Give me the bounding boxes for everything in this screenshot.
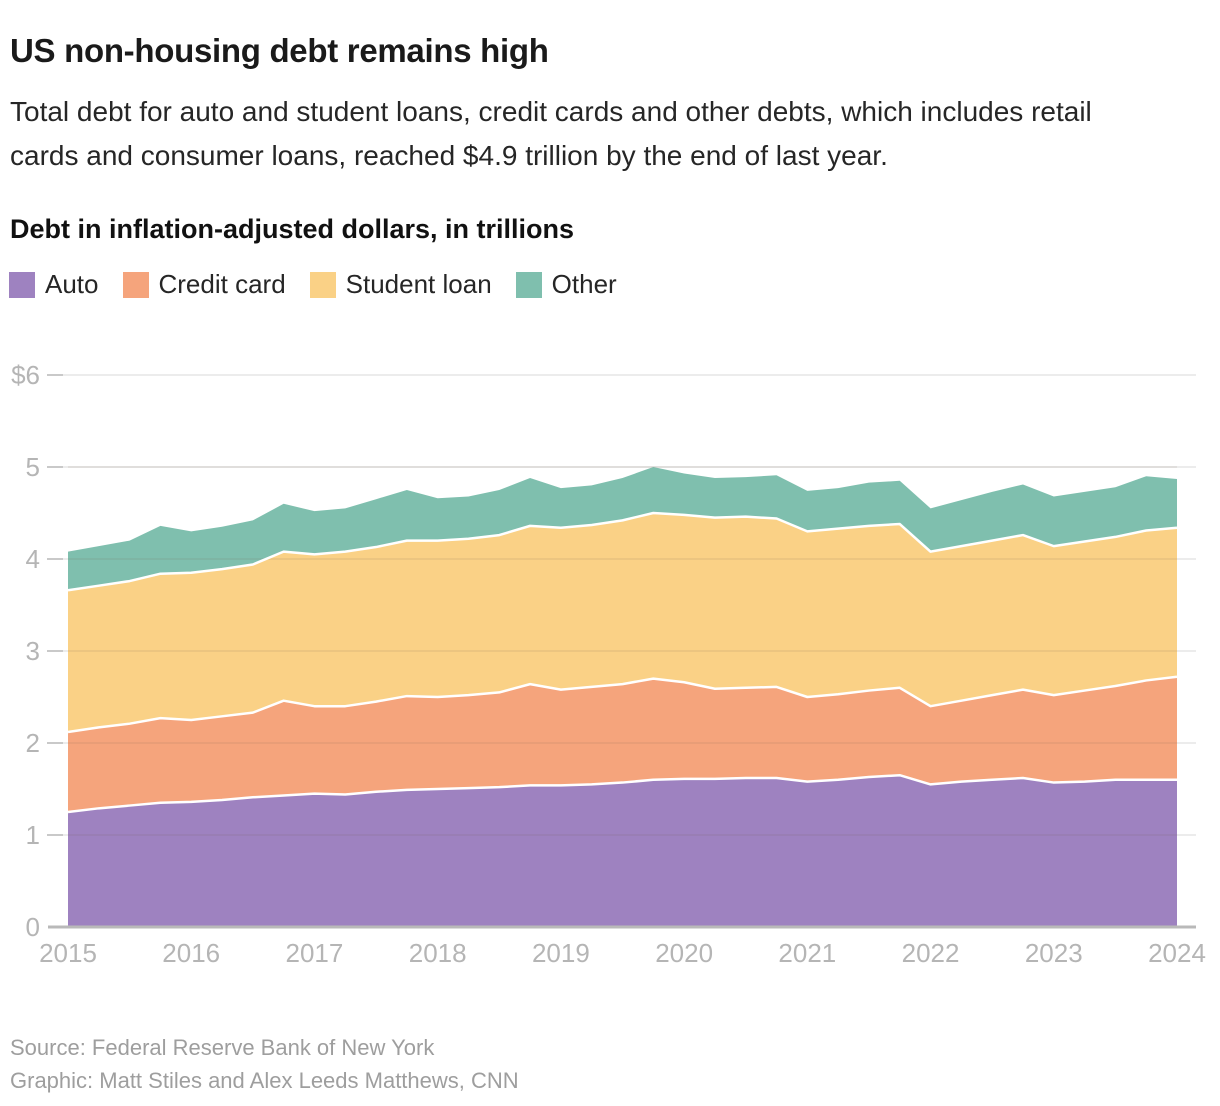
band-separator — [67, 511, 1178, 592]
x-axis-label: 2024 — [1148, 938, 1206, 968]
y-axis-label: 4 — [26, 544, 40, 574]
legend-label: Auto — [45, 269, 99, 299]
y-axis-label: 2 — [26, 728, 40, 758]
area-credit-card — [68, 676, 1177, 812]
legend-label: Other — [551, 269, 617, 299]
band-separator — [67, 675, 1178, 734]
legend-swatch-icon — [122, 271, 149, 298]
x-axis-label: 2020 — [655, 938, 713, 968]
page-title: US non-housing debt remains high — [10, 32, 549, 70]
x-axis-label: 2022 — [902, 938, 960, 968]
chart-legend: Auto Credit card Student loan Other — [9, 269, 641, 300]
legend-swatch-icon — [309, 271, 336, 298]
chart-axis-note: Debt in inflation-adjusted dollars, in t… — [10, 214, 575, 245]
legend-item-credit-card: Credit card — [122, 269, 286, 300]
y-axis-label: 1 — [26, 820, 40, 850]
x-axis-label: 2015 — [39, 938, 97, 968]
legend-swatch-icon — [515, 271, 542, 298]
band-separator — [67, 773, 1177, 814]
area-other — [68, 467, 1177, 591]
y-axis-label: 0 — [26, 912, 40, 942]
legend-label: Credit card — [158, 269, 286, 299]
credit-line: Graphic: Matt Stiles and Alex Leeds Matt… — [10, 1068, 519, 1093]
y-axis-label: 5 — [26, 452, 40, 482]
x-axis-label: 2023 — [1025, 938, 1083, 968]
legend-label: Student loan — [345, 269, 492, 299]
y-axis-label: 3 — [26, 636, 40, 666]
x-axis-label: 2018 — [409, 938, 467, 968]
area-auto — [68, 775, 1177, 927]
legend-item-auto: Auto — [9, 269, 99, 300]
x-axis-label: 2021 — [778, 938, 836, 968]
area-student-loan — [68, 513, 1177, 732]
chart-subtitle: Total debt for auto and student loans, c… — [10, 96, 1092, 171]
y-axis-label: $6 — [11, 360, 40, 390]
x-axis-label: 2017 — [286, 938, 344, 968]
x-axis-label: 2019 — [532, 938, 590, 968]
legend-item-student-loan: Student loan — [309, 269, 492, 300]
legend-swatch-icon — [9, 271, 35, 298]
source-line: Source: Federal Reserve Bank of New York — [10, 1035, 435, 1060]
source-credit-block: Source: Federal Reserve Bank of New York… — [10, 1031, 1210, 1097]
legend-item-other: Other — [515, 269, 617, 300]
x-axis-label: 2016 — [162, 938, 220, 968]
